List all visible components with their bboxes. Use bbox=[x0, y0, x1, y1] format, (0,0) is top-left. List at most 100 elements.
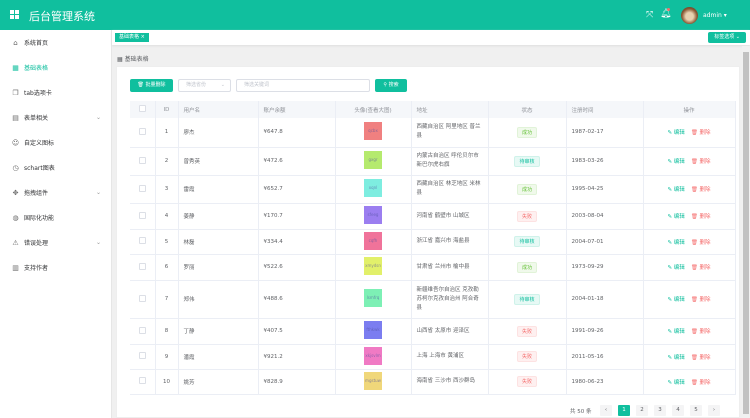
sidebar-item-6[interactable]: ✥ 拖拽组件 ⌄ bbox=[12, 188, 101, 198]
edit-icon: ✎ bbox=[667, 239, 673, 246]
avatar-thumbnail[interactable]: lsmfrq bbox=[364, 289, 382, 307]
avatar-thumbnail[interactable]: mgstuw bbox=[364, 371, 382, 390]
edit-button[interactable]: ✎ 编辑 bbox=[667, 354, 685, 361]
search-button[interactable]: ⚲ 搜索 bbox=[375, 79, 407, 92]
row-checkbox[interactable] bbox=[138, 326, 146, 334]
home-icon: ⌂ bbox=[13, 38, 18, 47]
row-date: 1991-09-26 bbox=[566, 318, 644, 345]
avatar-thumbnail[interactable]: xmydsn bbox=[364, 257, 382, 275]
trash-icon: 🗑︎ bbox=[690, 159, 698, 165]
row-id: 4 bbox=[155, 203, 179, 230]
edit-button[interactable]: ✎ 编辑 bbox=[667, 159, 685, 165]
row-username: 郑伟 bbox=[178, 280, 259, 319]
sidebar-item-2[interactable]: ❐ tab选项卡 bbox=[12, 88, 52, 98]
row-id: 7 bbox=[155, 280, 179, 319]
row-balance: ¥170.7 bbox=[258, 203, 336, 230]
edit-button[interactable]: ✎ 编辑 bbox=[667, 297, 685, 303]
grid-icon: ▦ bbox=[117, 56, 123, 63]
avatar-thumbnail[interactable]: fthkwk bbox=[364, 321, 382, 339]
trash-icon: 🗑︎ bbox=[690, 130, 698, 137]
chevron-left-icon: ‹ bbox=[604, 407, 608, 413]
avatar-thumbnail[interactable]: xqnl bbox=[364, 179, 382, 197]
status-badge: 待审核 bbox=[514, 236, 540, 247]
delete-button[interactable]: 🗑︎ 删除 bbox=[690, 329, 711, 335]
sidebar-item-4[interactable]: ☺ 自定义图标 bbox=[11, 138, 55, 148]
column-header bbox=[130, 101, 156, 118]
table-row: 5 林磊 ¥334.4 cqfh 浙江省 嘉兴市 海盐县 待审核 2004-07… bbox=[130, 229, 736, 255]
avatar-thumbnail[interactable]: qcbx bbox=[364, 122, 382, 141]
edit-button[interactable]: ✎ 编辑 bbox=[667, 130, 685, 137]
delete-button[interactable]: 🗑︎ 删除 bbox=[690, 265, 711, 271]
status-badge: 成功 bbox=[516, 261, 537, 273]
page-button[interactable]: 3 bbox=[654, 405, 666, 416]
delete-button[interactable]: 🗑︎ 删除 bbox=[690, 130, 711, 137]
keyword-input[interactable]: 筛选关键词 bbox=[236, 79, 370, 92]
edit-button[interactable]: ✎ 编辑 bbox=[667, 265, 685, 271]
delete-button[interactable]: 🗑︎ 删除 bbox=[690, 354, 711, 361]
delete-button[interactable]: 🗑︎ 删除 bbox=[690, 239, 711, 246]
row-id: 6 bbox=[155, 254, 179, 281]
edit-button[interactable]: ✎ 编辑 bbox=[667, 239, 685, 246]
page-button[interactable]: 2 bbox=[636, 405, 648, 416]
notification-dot bbox=[667, 8, 670, 11]
next-page-button[interactable]: › bbox=[708, 405, 720, 416]
row-checkbox[interactable] bbox=[138, 262, 146, 270]
row-checkbox[interactable] bbox=[138, 211, 146, 219]
sidebar-item-3[interactable]: ▤ 表单相关 ⌄ bbox=[12, 113, 101, 123]
app-title: 后台管理系统 bbox=[29, 10, 95, 23]
province-select[interactable]: 筛选省份 ⌄ bbox=[178, 79, 231, 92]
avatar-thumbnail[interactable]: cqfh bbox=[364, 231, 382, 250]
scrollbar[interactable] bbox=[742, 46, 750, 418]
row-checkbox[interactable] bbox=[138, 377, 146, 384]
menu-grid-icon[interactable] bbox=[10, 10, 19, 19]
page-button[interactable]: 4 bbox=[672, 405, 684, 416]
avatar-thumbnail[interactable]: xkjsvlm bbox=[364, 346, 382, 365]
delete-button[interactable]: 🗑︎ 删除 bbox=[690, 214, 711, 220]
fullscreen-icon[interactable]: ⤧ bbox=[646, 10, 654, 20]
edit-button[interactable]: ✎ 编辑 bbox=[667, 214, 685, 220]
chevron-down-icon: ⌄ bbox=[220, 82, 225, 88]
delete-button[interactable]: 🗑︎ 删除 bbox=[690, 187, 711, 193]
page-button[interactable]: 1 bbox=[618, 405, 630, 416]
edit-button[interactable]: ✎ 编辑 bbox=[667, 187, 685, 193]
sidebar-item-9[interactable]: ▥ 支持作者 bbox=[12, 263, 49, 273]
row-balance: ¥522.6 bbox=[258, 254, 336, 281]
close-icon[interactable]: × bbox=[140, 34, 145, 40]
batch-delete-button[interactable]: 🗑︎ 批量删除 bbox=[130, 79, 173, 92]
trash-icon: 🗑︎ bbox=[690, 297, 698, 303]
tag-options-button[interactable]: 标签选项 ⌄ bbox=[708, 32, 746, 43]
sidebar-item-0[interactable]: ⌂ 系统首页 bbox=[0, 30, 111, 55]
select-all-checkbox[interactable] bbox=[138, 105, 146, 112]
column-header: 账户余额 bbox=[258, 101, 336, 118]
row-checkbox[interactable] bbox=[138, 156, 146, 164]
delete-button[interactable]: 🗑︎ 删除 bbox=[690, 379, 711, 386]
avatar-thumbnail[interactable]: sfeeg bbox=[364, 206, 382, 224]
bell-icon[interactable]: 🔔︎ bbox=[660, 9, 672, 19]
status-badge: 失败 bbox=[516, 351, 537, 362]
status-badge: 待审核 bbox=[514, 293, 540, 305]
edit-button[interactable]: ✎ 编辑 bbox=[667, 329, 685, 335]
edit-button[interactable]: ✎ 编辑 bbox=[667, 379, 685, 386]
sidebar-item-5[interactable]: ◷ schart图表 bbox=[12, 163, 55, 173]
row-checkbox[interactable] bbox=[138, 127, 146, 135]
status-badge: 成功 bbox=[516, 126, 537, 138]
delete-button[interactable]: 🗑︎ 删除 bbox=[690, 297, 711, 303]
delete-button[interactable]: 🗑︎ 删除 bbox=[690, 159, 711, 165]
prev-page-button[interactable]: ‹ bbox=[600, 405, 612, 416]
table-row: 2 曾秀英 ¥472.6 gxgr 内蒙古自治区 呼伦贝尔市 新巴尔虎右旗 待审… bbox=[130, 147, 736, 176]
trash-icon: 🗑︎ bbox=[690, 329, 698, 335]
row-checkbox[interactable] bbox=[138, 294, 146, 302]
tag-basic-table[interactable]: 基础表格 × bbox=[115, 33, 149, 42]
scrollbar-thumb[interactable] bbox=[743, 52, 749, 414]
page-button[interactable]: 5 bbox=[690, 405, 702, 416]
row-checkbox[interactable] bbox=[138, 184, 146, 192]
row-address: 浙江省 嘉兴市 海盐县 bbox=[411, 229, 489, 255]
sidebar-item-7[interactable]: ◍ 国际化功能 bbox=[12, 213, 55, 223]
avatar-thumbnail[interactable]: gxgr bbox=[364, 151, 382, 169]
row-checkbox[interactable] bbox=[138, 237, 146, 244]
sidebar-item-8[interactable]: ⚠ 错误处理 ⌄ bbox=[12, 238, 101, 248]
user-avatar[interactable] bbox=[681, 7, 698, 24]
user-menu[interactable]: admin ▾ bbox=[703, 12, 727, 19]
row-checkbox[interactable] bbox=[138, 352, 146, 359]
sidebar-item-1[interactable]: ▦ 基础表格 bbox=[12, 63, 49, 73]
